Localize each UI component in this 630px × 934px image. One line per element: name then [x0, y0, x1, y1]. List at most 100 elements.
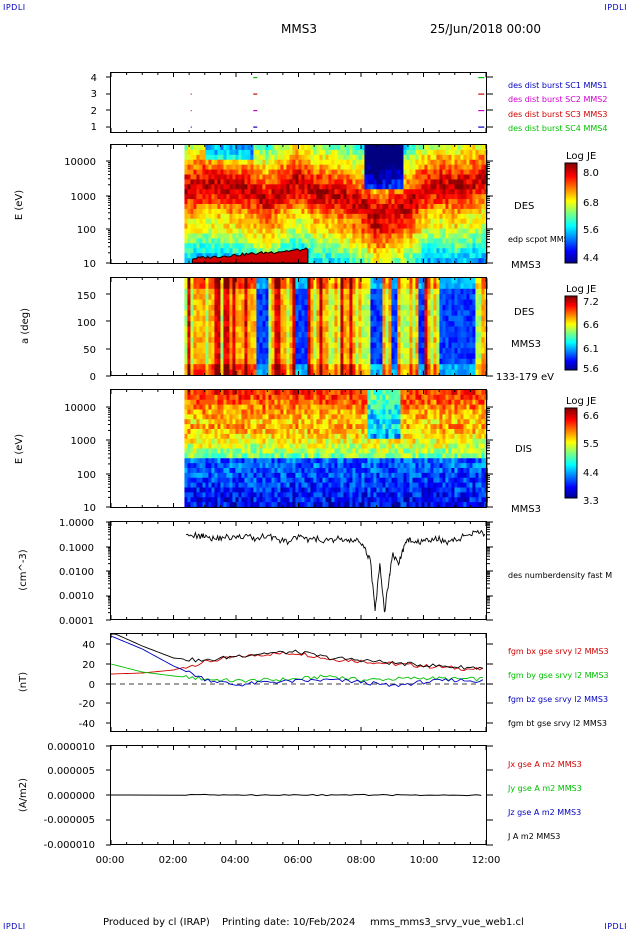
spectrogram-cell [445, 353, 449, 360]
spectrogram-cell [367, 310, 371, 317]
spectrogram-cell [460, 348, 464, 354]
spectrogram-cell [214, 394, 218, 401]
spectrogram-cell [376, 218, 380, 225]
spectrogram-cell [430, 358, 434, 365]
spectrogram-cell [364, 154, 368, 161]
spectrogram-cell [319, 288, 323, 295]
spectrogram-cell [403, 174, 407, 180]
spectrogram-cell [199, 194, 203, 200]
spectrogram-cell [463, 223, 467, 229]
spectrogram-cell [205, 463, 209, 469]
spectrogram-cell [472, 258, 476, 264]
spectrogram-cell [472, 154, 476, 161]
spectrogram-cell [355, 315, 359, 322]
spectrogram-cell [379, 218, 383, 225]
spectrogram-cell [256, 199, 260, 205]
spectrogram-cell [349, 184, 353, 190]
spectrogram-cell [208, 477, 212, 484]
spectrogram-cell [223, 492, 227, 498]
spectrogram-cell [259, 218, 263, 225]
spectrogram-cell [304, 149, 308, 156]
spectrogram-cell [235, 477, 239, 484]
spectrogram-cell [439, 189, 443, 195]
spectrogram-cell [442, 164, 446, 170]
spectrogram-cell [373, 199, 377, 205]
spectrogram-cell [355, 204, 359, 210]
spectrogram-cell [238, 238, 242, 244]
spectrogram-cell [313, 358, 317, 365]
spectrogram-cell [235, 174, 239, 180]
spectrogram-cell [262, 310, 266, 317]
spectrogram-cell [244, 164, 248, 170]
spectrogram-cell [451, 326, 455, 333]
spectrogram-cell [184, 288, 188, 295]
spectrogram-cell [433, 154, 437, 161]
spectrogram-cell [475, 233, 479, 239]
spectrogram-cell [337, 310, 341, 317]
spectrogram-cell [238, 337, 242, 344]
spectrogram-cell [472, 223, 476, 229]
spectrogram-cell [244, 213, 248, 220]
spectrogram-cell [316, 145, 320, 151]
spectrogram-cell [391, 364, 395, 371]
spectrogram-cell [229, 443, 233, 449]
spectrogram-cell [265, 199, 269, 205]
spectrogram-cell [220, 353, 224, 360]
spectrogram-cell [250, 218, 254, 225]
spectrogram-cell [427, 208, 431, 215]
spectrogram-cell [289, 353, 293, 360]
spectrogram-cell [253, 502, 257, 508]
spectrogram-cell [349, 288, 353, 295]
spectrogram-cell [232, 145, 236, 151]
spectrogram-cell [445, 358, 449, 365]
spectrogram-cell [202, 502, 206, 508]
spectrogram-cell [256, 433, 260, 440]
spectrogram-cell [388, 184, 392, 190]
spectrogram-cell [373, 326, 377, 333]
spectrogram-cell [412, 164, 416, 170]
spectrogram-cell [259, 433, 263, 440]
spectrogram-cell [340, 342, 344, 349]
spectrogram-cell [250, 199, 254, 205]
spectrogram-cell [481, 159, 485, 166]
spectrogram-cell [436, 169, 440, 175]
spectrogram-cell [235, 443, 239, 449]
spectrogram-cell [229, 337, 233, 344]
spectrogram-cell [193, 414, 197, 420]
spectrogram-cell [241, 458, 245, 464]
spectrogram-cell [343, 243, 347, 249]
spectrogram-cell [310, 326, 314, 333]
spectrogram-cell [382, 348, 386, 354]
spectrogram-cell [199, 294, 203, 300]
spectrogram-cell [277, 304, 281, 311]
spectrogram-cell [358, 213, 362, 220]
spectrogram-cell [385, 154, 389, 161]
spectrogram-cell [250, 364, 254, 371]
spectrogram-cell [217, 189, 221, 195]
spectrogram-cell [229, 326, 233, 333]
spectrogram-cell [235, 243, 239, 249]
spectrogram-cell [355, 248, 359, 254]
spectrogram-cell [358, 164, 362, 170]
spectrogram-cell [184, 164, 188, 170]
spectrogram-cell [475, 189, 479, 195]
spectrogram-cell [454, 164, 458, 170]
spectrogram-cell [472, 326, 476, 333]
spectrogram-cell [439, 342, 443, 349]
spectrogram-cell [388, 179, 392, 185]
spectrogram-cell [445, 238, 449, 244]
spectrogram-cell [193, 233, 197, 239]
spectrogram-cell [430, 310, 434, 317]
spectrogram-cell [367, 154, 371, 161]
spectrogram-cell [256, 169, 260, 175]
spectrogram-cell [439, 258, 443, 264]
spectrogram-cell [436, 204, 440, 210]
spectrogram-cell [241, 331, 245, 338]
spectrogram-cell [337, 243, 341, 249]
spectrogram-cell [358, 174, 362, 180]
spectrogram-cell [220, 304, 224, 311]
spectrogram-cell [274, 463, 278, 469]
spectrogram-cell [385, 283, 389, 290]
spectrogram-cell [475, 184, 479, 190]
spectrogram-cell [208, 364, 212, 371]
